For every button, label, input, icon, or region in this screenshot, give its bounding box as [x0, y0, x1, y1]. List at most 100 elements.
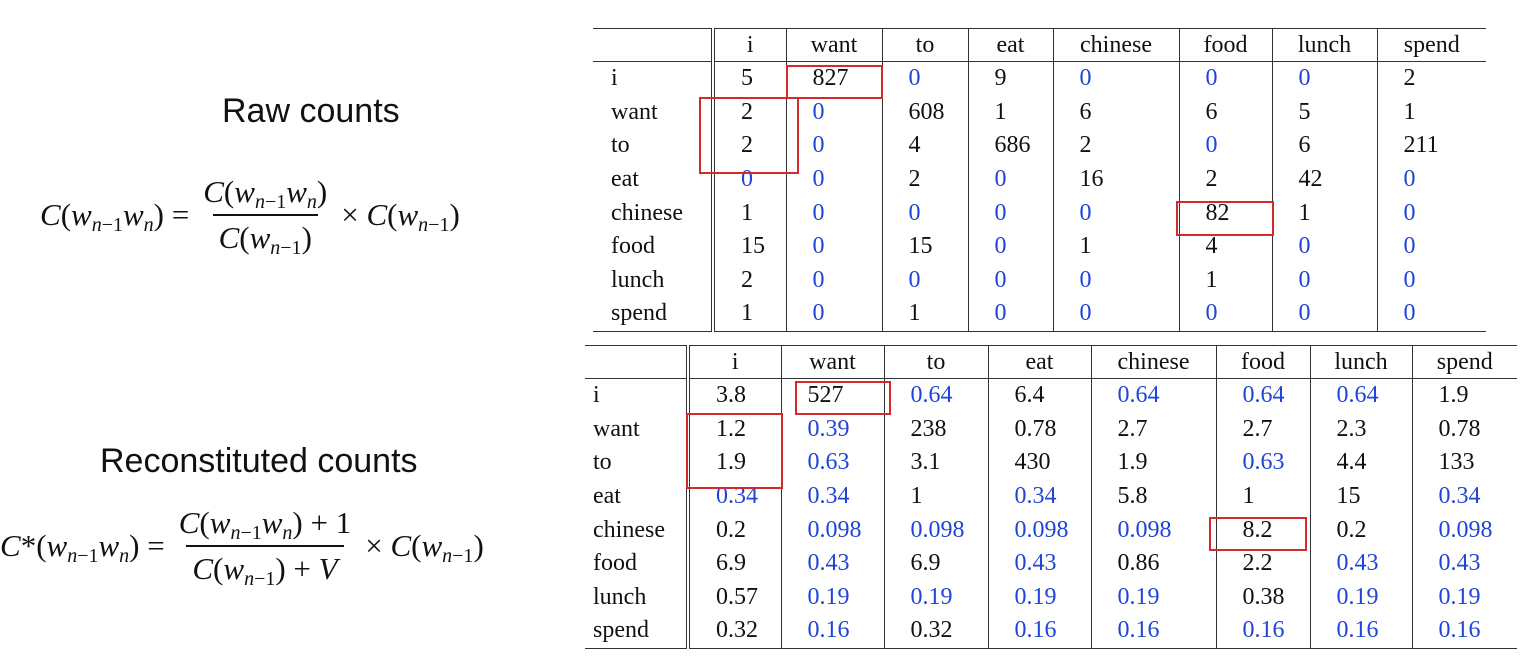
recon-table-cell: 1	[1215, 479, 1310, 514]
recon-table-cell: 0.34	[987, 479, 1091, 514]
raw-table-cell: 1	[881, 297, 968, 332]
raw-table-cell: 0	[785, 196, 882, 230]
raw-row-label: spend	[593, 297, 715, 332]
raw-table-cell: 0	[881, 196, 968, 230]
raw-corner-cell	[593, 28, 715, 62]
recon-table-cell: 0.43	[1411, 546, 1517, 581]
recon-table-cell: 0.78	[1411, 412, 1517, 447]
raw-table-cell: 0	[967, 297, 1053, 332]
recon-table-cell: 1.9	[1411, 377, 1517, 413]
recon-table-row: spend 0.32 0.16 0.32 0.16 0.16 0.16 0.16 0.16	[585, 614, 1517, 649]
recon-table-cell: 2.7	[1215, 412, 1310, 447]
raw-table-cell: 0	[1271, 229, 1377, 264]
recon-column-header: to	[883, 345, 988, 379]
recon-table-cell: 0.16	[1309, 614, 1412, 649]
raw-table-cell: 0	[881, 263, 968, 298]
raw-table-row: want 2 0 608 1 6 6 5 1	[593, 95, 1486, 130]
recon-table-cell: 0.2	[716, 516, 746, 543]
raw-row-label: chinese	[593, 196, 715, 230]
raw-table-cell: 0	[785, 129, 882, 163]
recon-table-cell: 0.19	[883, 580, 988, 615]
recon-header-row: i want to eat chinese food lunch spend	[585, 345, 1517, 379]
recon-table-cell: 3.1	[883, 446, 988, 480]
raw-table-cell: 608	[881, 95, 968, 130]
recon-table-cell: 0.57	[716, 583, 758, 610]
recon-table-cell: 2.3	[1309, 412, 1412, 447]
recon-table-cell: 2.2	[1215, 546, 1310, 581]
raw-table-row: food 15 0 15 0 1 4 0 0	[593, 229, 1486, 264]
highlight-raw-want-to-i	[699, 97, 799, 174]
recon-row-label: chinese	[585, 513, 690, 547]
recon-row-label: want	[585, 412, 690, 447]
raw-table-cell: 0	[967, 229, 1053, 264]
recon-row-label: food	[585, 546, 690, 581]
raw-counts-label: Raw counts	[222, 92, 400, 130]
recon-table-cell: 0.34	[1411, 479, 1517, 514]
raw-table-cell: 0	[1376, 229, 1486, 264]
raw-table-cell: 0	[1178, 129, 1272, 163]
raw-table-cell: 5	[713, 60, 786, 96]
raw-table-cell: 2	[881, 162, 968, 197]
reconstituted-counts-label: Reconstituted counts	[100, 442, 418, 480]
recon-table-cell: 0.19	[1090, 580, 1216, 615]
raw-table-cell: 0	[1271, 297, 1377, 332]
recon-table-cell: 0.32	[883, 614, 988, 649]
raw-table-row: spend 1 0 1 0 0 0 0 0	[593, 297, 1486, 332]
raw-table-row: i 5 827 0 9 0 0 0 2	[593, 60, 1486, 96]
highlight-raw-i-want	[786, 65, 883, 99]
recon-row-label: to	[585, 446, 690, 480]
recon-table-cell: 0.19	[1411, 580, 1517, 615]
recon-column-header: chinese	[1090, 345, 1216, 379]
raw-table-cell: 0	[785, 162, 882, 197]
recon-row-label: lunch	[585, 580, 690, 615]
recon-table-cell: 0.19	[780, 580, 884, 615]
raw-row-label: food	[593, 229, 715, 264]
raw-table-cell: 0	[967, 196, 1053, 230]
raw-table-cell: 6	[1052, 95, 1179, 130]
recon-table-cell: 1	[883, 479, 988, 514]
recon-table-cell: 6.9	[883, 546, 988, 581]
recon-table-cell: 0.16	[780, 614, 884, 649]
raw-row-label: eat	[593, 162, 715, 197]
raw-table-cell: 0	[785, 229, 882, 264]
raw-table-cell: 15	[881, 229, 968, 264]
recon-table-cell: 0.34	[780, 479, 884, 514]
raw-table-cell: 211	[1376, 129, 1486, 163]
recon-column-header: spend	[1411, 345, 1517, 379]
recon-table-cell: 0.63	[780, 446, 884, 480]
raw-table-cell: 5	[1271, 95, 1377, 130]
raw-table-cell: 2	[1178, 162, 1272, 197]
recon-table-cell: 0.86	[1090, 546, 1216, 581]
recon-table-cell: 0.16	[1411, 614, 1517, 649]
recon-table-cell: 0.43	[987, 546, 1091, 581]
recon-table-cell: 0.098	[1090, 513, 1216, 547]
raw-table-cell: 6	[1271, 129, 1377, 163]
raw-table-row: chinese 1 0 0 0 0 82 1 0	[593, 196, 1486, 230]
raw-table-cell: 0	[1178, 297, 1272, 332]
recon-table-cell: 133	[1411, 446, 1517, 480]
raw-table-cell: 1	[1271, 196, 1377, 230]
recon-row-label: i	[585, 377, 690, 413]
recon-table-row: i 3.8 527 0.64 6.4 0.64 0.64 0.64 1.9	[585, 377, 1517, 413]
raw-column-header: want	[785, 28, 882, 62]
recon-corner-cell	[585, 345, 690, 379]
raw-column-header: eat	[967, 28, 1053, 62]
recon-table-cell: 0.098	[883, 513, 988, 547]
raw-column-header: spend	[1376, 28, 1486, 62]
recon-table-cell: 0.64	[883, 377, 988, 413]
recon-column-header: lunch	[1309, 345, 1412, 379]
recon-table-cell: 1.9	[716, 449, 746, 476]
raw-row-label: want	[593, 95, 715, 130]
raw-table-cell: 0	[1376, 196, 1486, 230]
recon-table-cell: 0.43	[780, 546, 884, 581]
raw-column-header: food	[1178, 28, 1272, 62]
recon-table-row: food 6.9 0.43 6.9 0.43 0.86 2.2 0.43 0.43	[585, 546, 1517, 581]
raw-column-header: chinese	[1052, 28, 1179, 62]
recon-column-header: eat	[987, 345, 1091, 379]
recon-table-cell: 15	[1309, 479, 1412, 514]
recon-table-cell: 4.4	[1309, 446, 1412, 480]
recon-table-cell: 0.19	[1309, 580, 1412, 615]
raw-table-cell: 0	[1052, 263, 1179, 298]
raw-table-cell: 0	[1271, 60, 1377, 96]
raw-table-row: to 2 0 4 686 2 0 6 211	[593, 129, 1486, 163]
